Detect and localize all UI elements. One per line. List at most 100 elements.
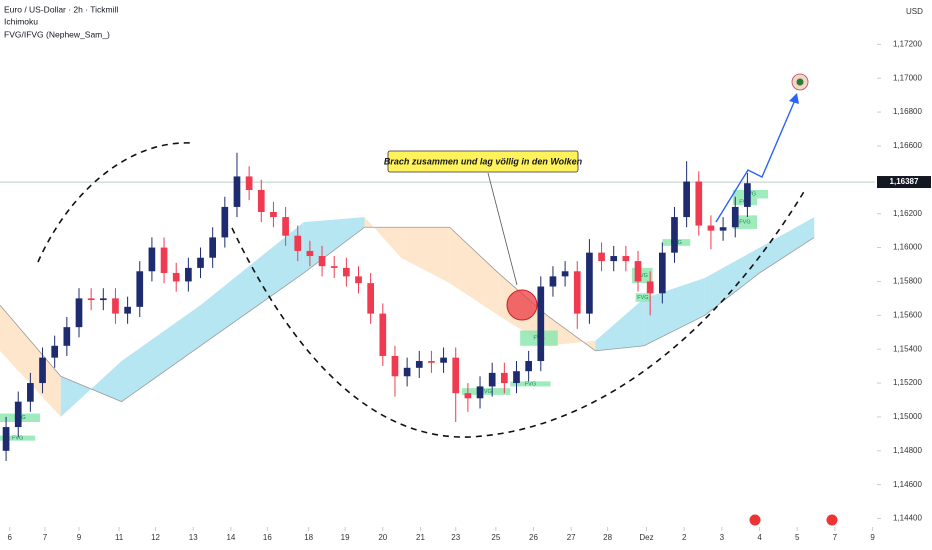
candle-body bbox=[87, 298, 95, 301]
x-tick-label: 28 bbox=[603, 533, 612, 542]
candle-body bbox=[51, 345, 59, 358]
x-tick-label: 2 bbox=[682, 533, 687, 542]
candle-body bbox=[731, 206, 739, 228]
x-tick-label: 5 bbox=[795, 533, 800, 542]
x-tick-label: 13 bbox=[189, 533, 198, 542]
annotation-pointer bbox=[487, 172, 518, 286]
fvg-zone bbox=[635, 293, 651, 302]
fvg-label: FVG bbox=[739, 220, 750, 226]
cloud-segment bbox=[121, 305, 201, 402]
candle-body bbox=[537, 286, 545, 362]
x-tick-label: 14 bbox=[226, 533, 235, 542]
y-tick-label: 1,15400 bbox=[893, 344, 922, 353]
candle-body bbox=[707, 225, 715, 231]
candle-body bbox=[549, 276, 557, 287]
x-tick-label: 12 bbox=[151, 533, 160, 542]
candle-body bbox=[658, 252, 666, 294]
eye-pupil bbox=[796, 78, 804, 86]
candle-body bbox=[513, 371, 520, 384]
cloud-segment bbox=[364, 217, 402, 258]
candle-body bbox=[185, 267, 192, 282]
candle-body bbox=[233, 176, 241, 207]
y-tick-label: 1,15200 bbox=[893, 378, 922, 387]
indicator-label: FVG/IFVG (Nephew_Sam_) bbox=[4, 29, 110, 39]
candle-body bbox=[391, 355, 399, 377]
y-tick-label: 1,16600 bbox=[893, 141, 922, 150]
x-tick-label: 23 bbox=[451, 533, 460, 542]
x-tick-label: Dez bbox=[639, 533, 653, 542]
y-tick-label: 1,17000 bbox=[893, 73, 922, 82]
indicator-label: Ichimoku bbox=[4, 16, 38, 26]
x-tick-label: 25 bbox=[491, 533, 500, 542]
candle-body bbox=[671, 217, 678, 253]
fvg-zone bbox=[510, 381, 551, 387]
y-tick-label: 1,14400 bbox=[893, 514, 922, 523]
dashed-bowl bbox=[231, 189, 806, 438]
x-tick-label: 11 bbox=[115, 533, 124, 542]
candle-body bbox=[586, 252, 593, 314]
y-tick-label: 1,14600 bbox=[893, 480, 922, 489]
x-tick-label: 16 bbox=[263, 533, 272, 542]
candle-body bbox=[124, 306, 131, 314]
last-price-label: 1,16387 bbox=[890, 177, 919, 186]
candle-body bbox=[525, 361, 532, 372]
candle-body bbox=[160, 247, 168, 273]
x-tick-label: 7 bbox=[833, 533, 838, 542]
candle-body bbox=[403, 367, 411, 377]
y-tick-label: 1,17200 bbox=[893, 39, 922, 48]
candle-body bbox=[573, 271, 581, 314]
candle-body bbox=[476, 386, 484, 399]
candle-body bbox=[2, 427, 10, 451]
x-tick-label: 6 bbox=[7, 533, 12, 542]
candle-body bbox=[14, 401, 22, 428]
y-tick-label: 1,16000 bbox=[893, 243, 922, 252]
y-tick-label: 1,16800 bbox=[893, 107, 922, 116]
x-tick-label: 4 bbox=[757, 533, 762, 542]
candle-body bbox=[172, 272, 180, 282]
currency-label: USD bbox=[906, 7, 923, 16]
candle-body bbox=[561, 271, 569, 277]
candle-body bbox=[63, 327, 71, 346]
cloud-segment bbox=[449, 227, 499, 316]
x-tick-label: 26 bbox=[529, 533, 538, 542]
x-tick-label: 20 bbox=[378, 533, 387, 542]
candle-body bbox=[695, 181, 703, 226]
candle-body bbox=[744, 183, 751, 207]
cloud-layer bbox=[0, 217, 815, 417]
y-tick-label: 1,15800 bbox=[893, 277, 922, 286]
event-icon bbox=[748, 513, 762, 527]
candle-body bbox=[136, 271, 144, 307]
candle-body bbox=[355, 276, 362, 284]
x-tick-label: 7 bbox=[43, 533, 48, 542]
highlight-circle bbox=[506, 289, 538, 321]
x-tick-label: 9 bbox=[77, 533, 82, 542]
y-tick-label: 1,14800 bbox=[893, 446, 922, 455]
cloud-segment bbox=[644, 278, 705, 346]
y-tick-label: 1,16200 bbox=[893, 209, 922, 218]
candle-body bbox=[634, 261, 642, 282]
candle-body bbox=[415, 361, 423, 368]
last-price-box bbox=[877, 176, 931, 189]
candle-body bbox=[27, 383, 34, 402]
candle-body bbox=[452, 357, 460, 394]
candle-body bbox=[257, 189, 265, 212]
projection-arrow bbox=[715, 99, 796, 223]
cloud-segment bbox=[595, 298, 645, 351]
cloud-line bbox=[0, 226, 815, 403]
candle-body bbox=[428, 361, 435, 363]
candle-body bbox=[306, 250, 314, 257]
annotation-box bbox=[387, 150, 579, 173]
x-tick-label: 21 bbox=[416, 533, 425, 542]
candle-body bbox=[343, 267, 350, 277]
dashed-arc bbox=[37, 142, 193, 263]
x-tick-label: 9 bbox=[870, 533, 875, 542]
y-tick-label: 1,15000 bbox=[893, 412, 922, 421]
fvg-label: FVG bbox=[637, 295, 648, 301]
arrow-head bbox=[789, 93, 799, 104]
candle-body bbox=[622, 256, 630, 262]
cloud-segment bbox=[759, 217, 815, 273]
candle-body bbox=[367, 283, 375, 314]
fvg-label: FVG bbox=[480, 389, 491, 395]
candle-body bbox=[197, 257, 204, 268]
chart-title: Euro / US-Dollar · 2h · Tickmill bbox=[4, 4, 118, 14]
